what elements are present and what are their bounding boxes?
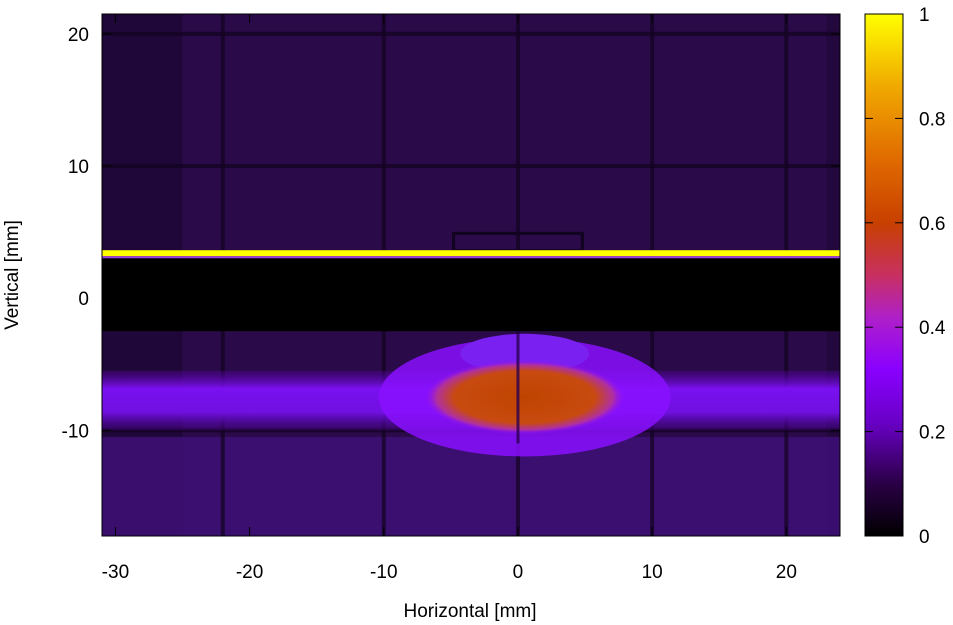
bright-line-edge	[102, 256, 840, 259]
plot-frame	[101, 13, 841, 537]
y-tick-label: 20	[68, 25, 89, 46]
core-split	[516, 331, 520, 444]
colorbar-tick-label: 0.2	[919, 423, 945, 444]
x-tick-label: 20	[776, 562, 797, 583]
y-tick-label: -10	[62, 421, 89, 442]
colorbar-tick-label: 0.4	[919, 318, 946, 339]
colorbar-tick-label: 0	[919, 527, 930, 548]
heatmap-image	[102, 14, 840, 536]
grid-shadow-horizontal	[102, 31, 840, 36]
colorbar-tick-label: 1	[919, 5, 930, 26]
y-tick-label: 10	[68, 157, 89, 178]
colorbar-tick-label: 0.6	[919, 214, 945, 235]
bright-line	[102, 250, 840, 257]
x-axis-label: Horizontal [mm]	[403, 601, 536, 622]
x-tick-label: -20	[236, 562, 263, 583]
x-tick-label: 10	[642, 562, 663, 583]
axis-ticks: -30 -20 -10 0 10 20 -10 0 10 20	[62, 14, 840, 583]
plot-border	[101, 13, 841, 537]
y-axis-label: Vertical [mm]	[2, 220, 23, 330]
colorbar-tick-label: 0.8	[919, 109, 945, 130]
x-tick-label: -30	[102, 562, 129, 583]
lower-region	[102, 436, 840, 536]
colorbar-gradient	[864, 13, 904, 537]
x-tick-label: 0	[513, 562, 524, 583]
y-tick-label: 0	[78, 289, 89, 310]
grid-shadow-horizontal	[102, 163, 840, 168]
dark-band	[102, 258, 840, 332]
colorbar: 0 0.2 0.4 0.6 0.8 1	[864, 5, 946, 548]
x-tick-label: -10	[370, 562, 397, 583]
beam-core	[424, 360, 626, 435]
